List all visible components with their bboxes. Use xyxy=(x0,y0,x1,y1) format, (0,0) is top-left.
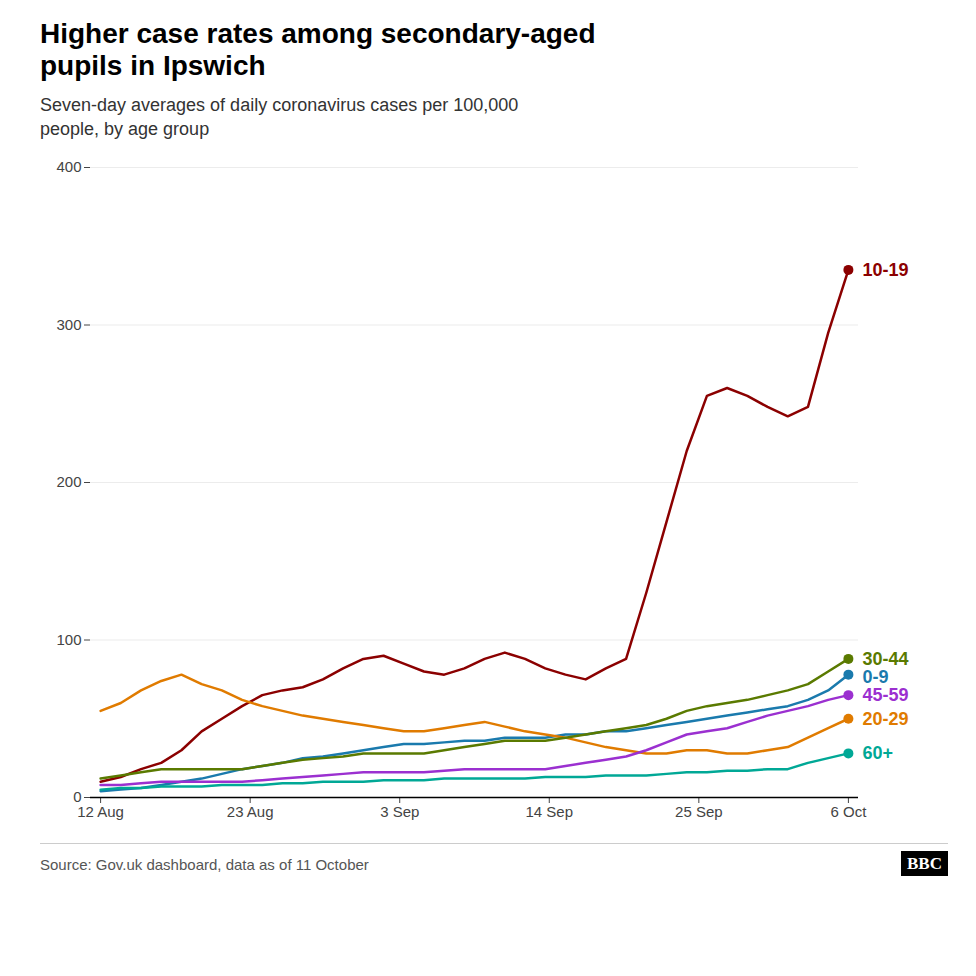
svg-text:0-9: 0-9 xyxy=(862,667,888,687)
svg-text:6 Oct: 6 Oct xyxy=(830,803,867,820)
svg-text:300: 300 xyxy=(56,316,81,333)
svg-text:30-44: 30-44 xyxy=(862,649,908,669)
svg-text:200: 200 xyxy=(56,473,81,490)
html-text:Seven-day averages of daily co: Seven-day averages of daily coronavirus … xyxy=(40,95,519,139)
svg-text:0: 0 xyxy=(73,788,82,806)
svg-text:12 Aug: 12 Aug xyxy=(77,803,124,820)
svg-text:14 Sep: 14 Sep xyxy=(526,803,574,820)
html-text:Source: Gov.uk dashboard, data: Source: Gov.uk dashboard, data as of 11 … xyxy=(40,855,369,873)
svg-text:100: 100 xyxy=(56,631,81,648)
svg-text:45-59: 45-59 xyxy=(862,685,908,705)
svg-text:60+: 60+ xyxy=(862,743,893,763)
html-text:BBC: BBC xyxy=(907,854,942,874)
svg-text:10-19: 10-19 xyxy=(862,260,908,280)
svg-text:23 Aug: 23 Aug xyxy=(227,803,274,820)
svg-text:25 Sep: 25 Sep xyxy=(675,803,723,820)
svg-text:20-29: 20-29 xyxy=(862,709,908,729)
svg-text:3 Sep: 3 Sep xyxy=(380,803,419,820)
html-text:Higher case rates among second: Higher case rates among secondary-aged p… xyxy=(40,18,596,82)
svg-text:400: 400 xyxy=(56,158,81,175)
